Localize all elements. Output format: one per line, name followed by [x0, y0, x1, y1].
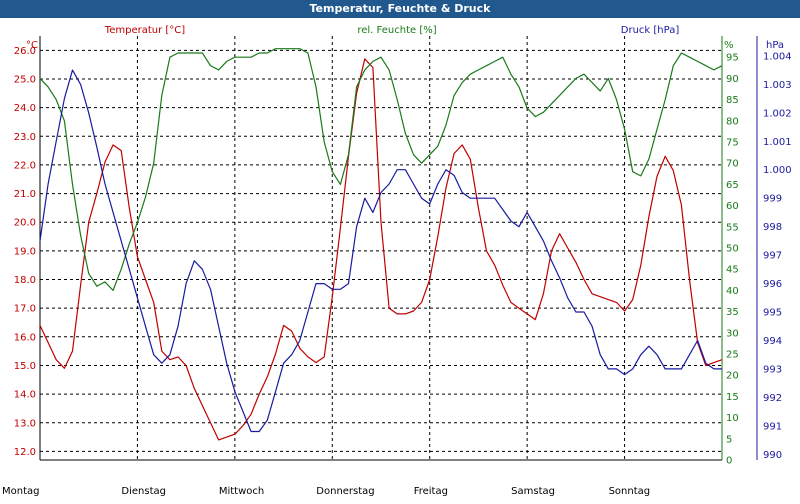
humidity-tick-label: 55 [726, 222, 739, 233]
pressure-tick-label: 996 [763, 279, 782, 290]
temperature-tick-label: 21.0 [14, 189, 36, 200]
day-name-label: Mittwoch [219, 486, 264, 497]
pressure-tick-label: 991 [763, 421, 782, 432]
x-axis-day-labels: Montag07.07.14Dienstag08.07.14Mittwoch09… [2, 486, 651, 504]
pressure-axis-title: Druck [hPa] [621, 25, 680, 36]
pressure-tick-label: 1.001 [763, 137, 792, 148]
humidity-tick-label: 50 [726, 244, 739, 255]
pressure-tick-label: 994 [763, 336, 782, 347]
humidity-tick-label: 65 [726, 180, 739, 191]
humidity-tick-label: 85 [726, 95, 739, 106]
temperature-tick-label: 20.0 [14, 218, 36, 229]
humidity-tick-label: 90 [726, 74, 739, 85]
pressure-tick-label: 999 [763, 194, 782, 205]
humidity-tick-label: 0 [726, 456, 732, 467]
humidity-tick-label: 75 [726, 138, 739, 149]
humidity-tick-label: 95 [726, 53, 739, 64]
pressure-tick-label: 1.003 [763, 80, 792, 91]
humidity-unit-label: % [724, 40, 734, 51]
pressure-tick-label: 993 [763, 364, 782, 375]
day-name-label: Samstag [511, 486, 555, 497]
day-name-label: Freitag [414, 486, 448, 497]
chart-title: Temperatur, Feuchte & Druck [309, 2, 491, 15]
day-name-label: Dienstag [121, 486, 166, 497]
temperature-tick-label: 24.0 [14, 103, 36, 114]
pressure-tick-label: 997 [763, 251, 782, 262]
temperature-tick-label: 12.0 [14, 447, 36, 458]
series-line-humidity [39, 48, 723, 291]
pressure-tick-label: 1.000 [763, 165, 792, 176]
day-name-label: Sonntag [609, 486, 651, 497]
day-name-label: Donnerstag [316, 486, 374, 497]
pressure-unit-label: hPa [766, 40, 784, 51]
humidity-tick-label: 40 [726, 286, 739, 297]
humidity-tick-label: 20 [726, 371, 739, 382]
temperature-tick-label: 26.0 [14, 46, 36, 57]
humidity-tick-label: 35 [726, 307, 739, 318]
humidity-tick-label: 70 [726, 159, 739, 170]
pressure-tick-label: 998 [763, 222, 782, 233]
temperature-tick-label: 25.0 [14, 74, 36, 85]
temperature-tick-label: 13.0 [14, 418, 36, 429]
temperature-tick-label: 15.0 [14, 361, 36, 372]
humidity-tick-label: 15 [726, 392, 739, 403]
axis-labels: Temperatur [°C] rel. Feuchte [%] Druck [… [26, 25, 784, 51]
pressure-tick-label: 990 [763, 450, 782, 461]
humidity-axis-title: rel. Feuchte [%] [357, 25, 436, 36]
chart-area: Temperatur [°C] rel. Feuchte [%] Druck [… [0, 18, 800, 504]
pressure-tick-label: 1.002 [763, 108, 792, 119]
humidity-tick-label: 30 [726, 328, 739, 339]
tick-labels: 12.0 13.0 14.0 15.0 16.0 17.0 18.0 19.0 20.0 21.0… [14, 46, 792, 467]
temperature-tick-label: 19.0 [14, 246, 36, 257]
humidity-tick-label: 5 [726, 434, 732, 445]
chart-svg: Temperatur [°C] rel. Feuchte [%] Druck [… [2, 25, 792, 504]
temperature-unit-label: °C [26, 40, 38, 51]
humidity-tick-label: 45 [726, 265, 739, 276]
series [39, 48, 723, 441]
pressure-tick-label: 992 [763, 393, 782, 404]
series-line-pressure [39, 69, 722, 433]
temperature-tick-label: 16.0 [14, 332, 36, 343]
temperature-tick-label: 23.0 [14, 132, 36, 143]
humidity-tick-label: 25 [726, 350, 739, 361]
temperature-tick-label: 14.0 [14, 390, 36, 401]
axes [39, 36, 758, 461]
pressure-tick-label: 1.004 [763, 51, 792, 62]
chart-title-bar: Temperatur, Feuchte & Druck [0, 0, 800, 18]
series-line-temperature [39, 58, 723, 441]
day-name-label: Montag [2, 486, 39, 497]
pressure-tick-label: 995 [763, 308, 782, 319]
grid [40, 36, 722, 460]
humidity-tick-label: 10 [726, 413, 739, 424]
temperature-axis-title: Temperatur [°C] [104, 25, 185, 36]
temperature-tick-label: 17.0 [14, 304, 36, 315]
humidity-tick-label: 80 [726, 116, 739, 127]
temperature-tick-label: 18.0 [14, 275, 36, 286]
humidity-tick-label: 60 [726, 201, 739, 212]
temperature-tick-label: 22.0 [14, 160, 36, 171]
